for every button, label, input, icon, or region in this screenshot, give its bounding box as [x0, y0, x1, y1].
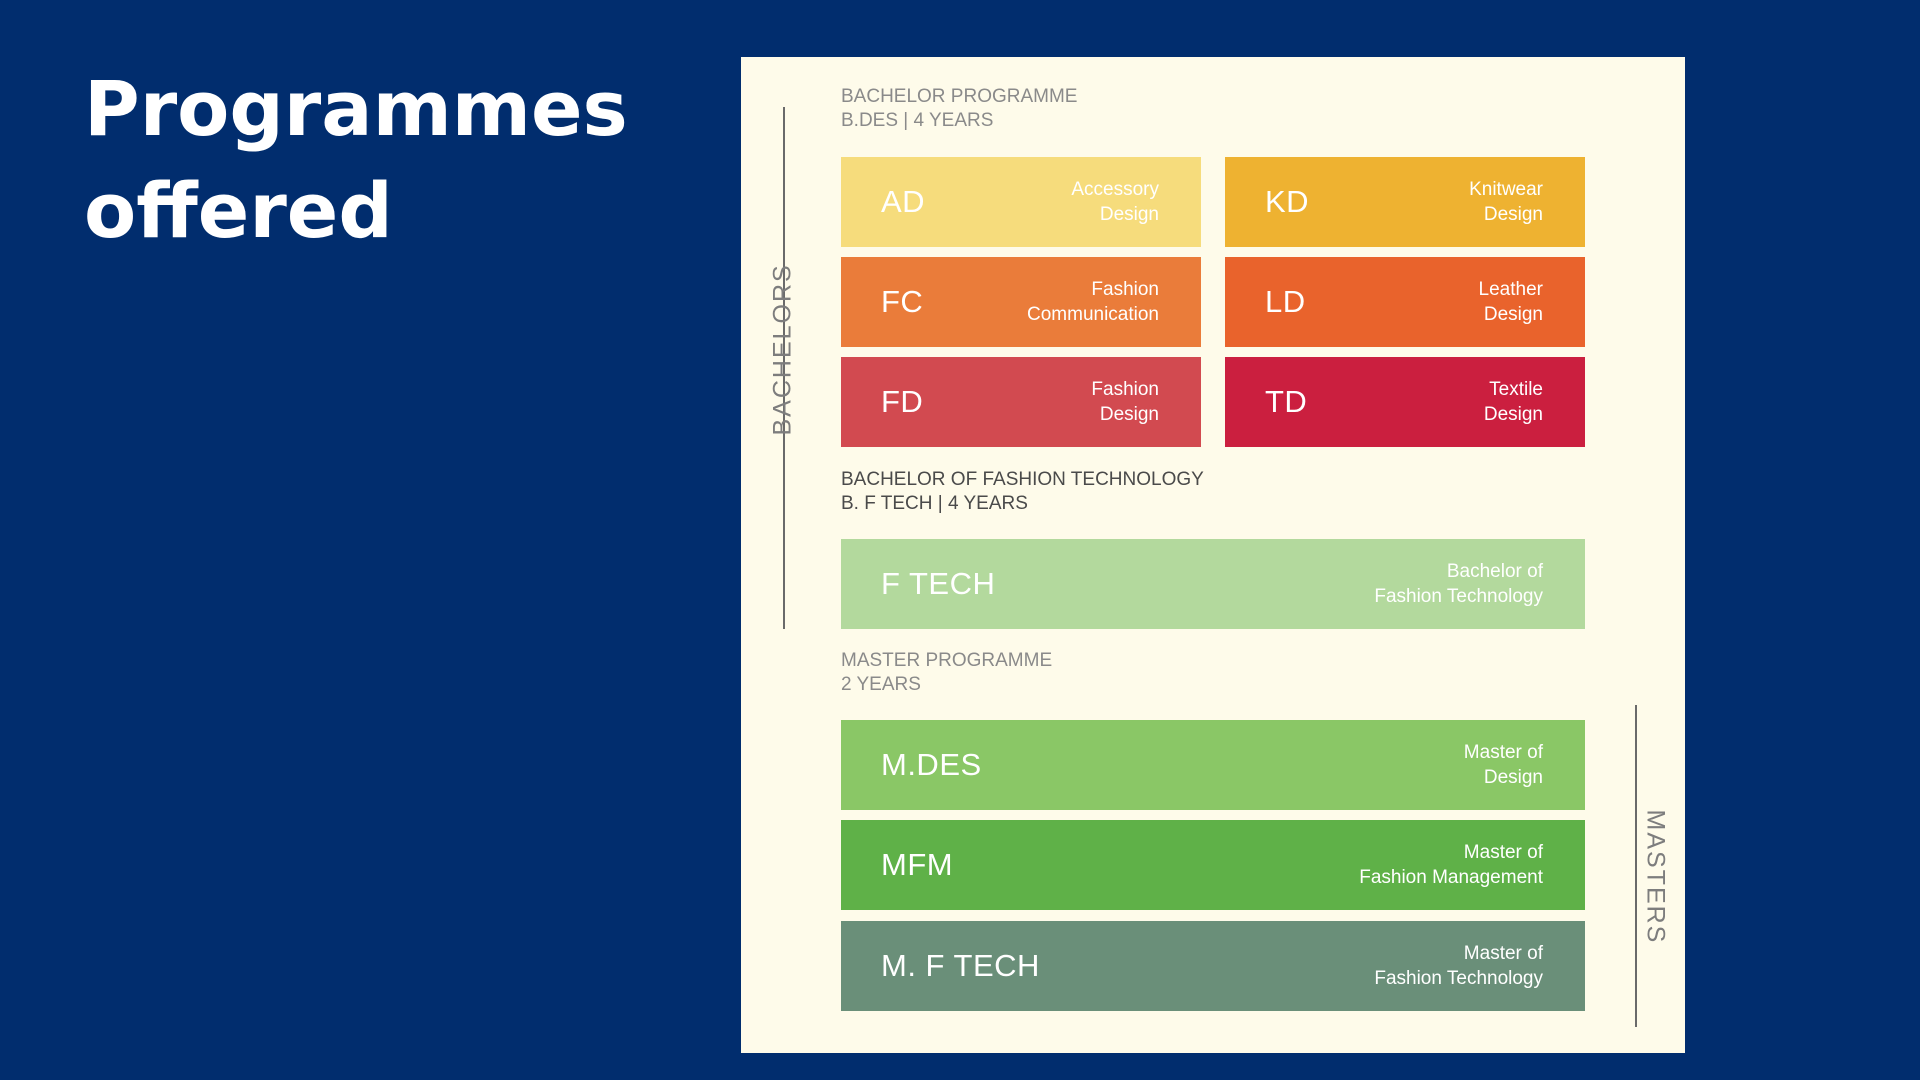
programme-tile-ftech[interactable]: F TECH Bachelor of Fashion Technology [841, 539, 1585, 629]
bftech-programme-duration: B. F TECH | 4 YEARS [841, 493, 1028, 514]
programme-code: F TECH [881, 566, 996, 601]
programme-code: FC [881, 284, 924, 319]
programme-code: M.DES [881, 747, 982, 782]
bachelors-divider [783, 107, 785, 629]
page-title-line-2: offered [84, 166, 393, 255]
page-title: Programmes offered [84, 58, 628, 262]
programme-code: M. F TECH [881, 948, 1040, 983]
master-programme-heading: MASTER PROGRAMME 2 YEARS [841, 649, 1052, 697]
programme-tile-mdes[interactable]: M.DES Master of Design [841, 720, 1585, 810]
programme-name: Leather Design [1478, 279, 1543, 325]
masters-divider [1635, 705, 1637, 1027]
bachelors-label: BACHELORS [768, 263, 797, 436]
programme-name: Knitwear Design [1469, 179, 1543, 225]
programme-code: AD [881, 184, 926, 219]
page-title-line-1: Programmes [84, 64, 628, 153]
masters-label: MASTERS [1641, 809, 1670, 945]
programme-name: Bachelor of Fashion Technology [1374, 561, 1543, 607]
bachelor-programme-duration: B.DES | 4 YEARS [841, 110, 994, 131]
programme-tile-td[interactable]: TD Textile Design [1225, 357, 1585, 447]
programme-tile-fc[interactable]: FC Fashion Communication [841, 257, 1201, 347]
bftech-programme-heading: BACHELOR OF FASHION TECHNOLOGY B. F TECH… [841, 468, 1204, 516]
programme-tile-mftech[interactable]: M. F TECH Master of Fashion Technology [841, 921, 1585, 1011]
programme-name: Master of Fashion Technology [1374, 943, 1543, 989]
programme-name: Fashion Design [1091, 379, 1159, 425]
programme-name: Master of Fashion Management [1359, 842, 1543, 888]
master-programme-title: MASTER PROGRAMME [841, 650, 1053, 671]
programme-tile-mfm[interactable]: MFM Master of Fashion Management [841, 820, 1585, 910]
programme-code: FD [881, 384, 924, 419]
bachelor-programme-heading: BACHELOR PROGRAMME B.DES | 4 YEARS [841, 85, 1077, 133]
programme-tile-ld[interactable]: LD Leather Design [1225, 257, 1585, 347]
programme-tile-kd[interactable]: KD Knitwear Design [1225, 157, 1585, 247]
programme-tile-fd[interactable]: FD Fashion Design [841, 357, 1201, 447]
programme-name: Fashion Communication [1027, 279, 1159, 325]
bftech-programme-title: BACHELOR OF FASHION TECHNOLOGY [841, 469, 1204, 490]
programme-name: Master of Design [1463, 742, 1543, 788]
programme-code: TD [1265, 384, 1308, 419]
programme-name: Textile Design [1483, 379, 1543, 425]
programme-code: MFM [881, 847, 954, 882]
programme-code: LD [1265, 284, 1306, 319]
programme-code: KD [1265, 184, 1310, 219]
programme-name: Accessory Design [1071, 179, 1159, 225]
programmes-card: BACHELORS MASTERS BACHELOR PROGRAMME B.D… [741, 57, 1685, 1053]
master-programme-duration: 2 YEARS [841, 674, 921, 695]
bachelor-programme-title: BACHELOR PROGRAMME [841, 86, 1078, 107]
programme-tile-ad[interactable]: AD Accessory Design [841, 157, 1201, 247]
